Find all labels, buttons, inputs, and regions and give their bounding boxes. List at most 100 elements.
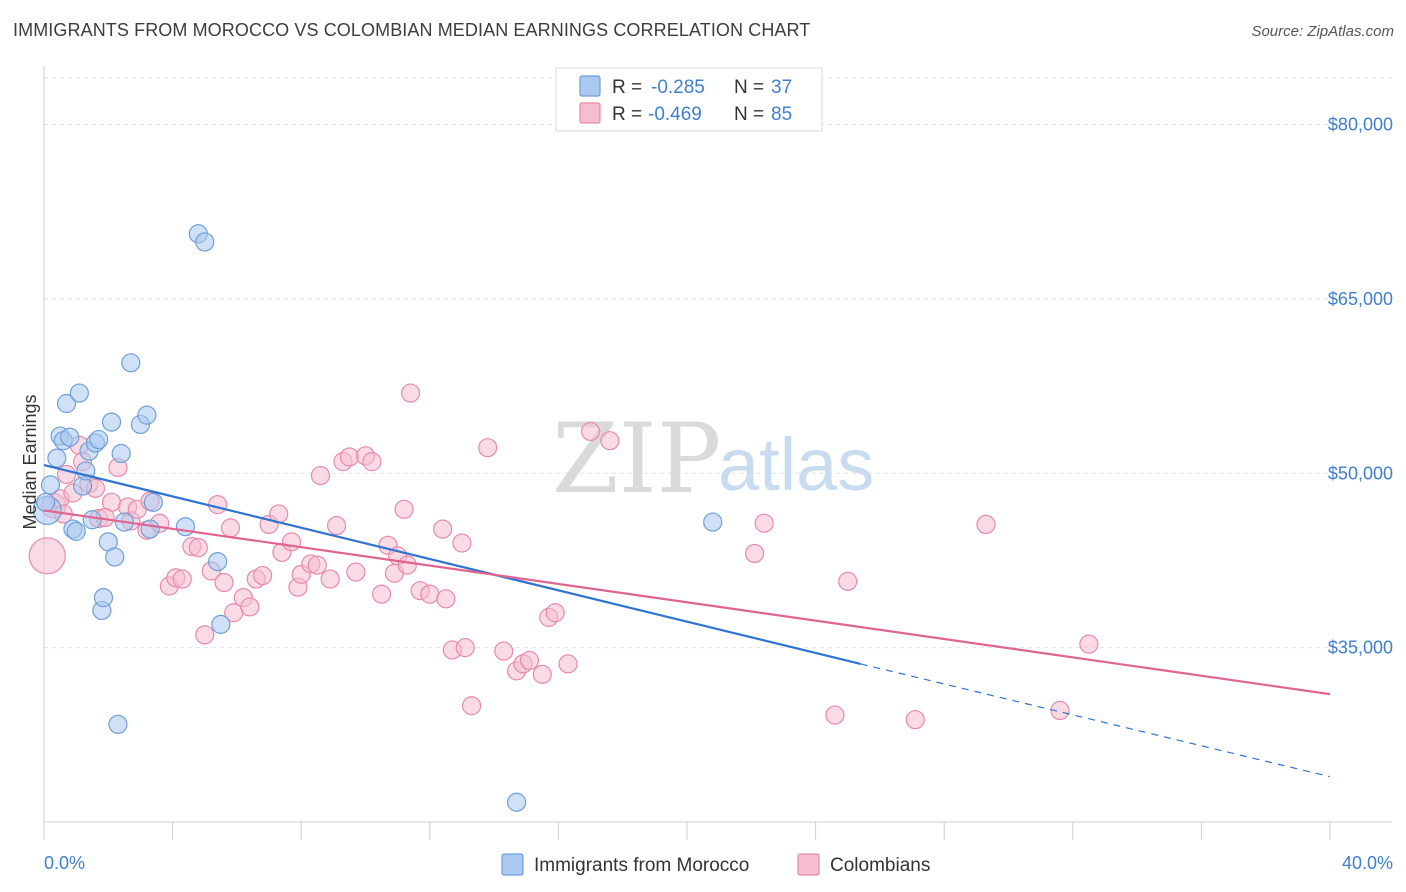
- morocco-point: [121, 353, 141, 373]
- legend-swatch-morocco: [579, 75, 601, 97]
- x-tick-label: 40.0%: [1342, 853, 1393, 873]
- morocco-point: [56, 393, 77, 414]
- colombians-point: [461, 696, 482, 716]
- morocco-point: [703, 512, 723, 532]
- colombians-point: [307, 555, 327, 575]
- legend-r-value-colombians: -0.469: [648, 104, 702, 125]
- morocco-point: [208, 551, 228, 572]
- morocco-point: [66, 521, 86, 541]
- morocco-point: [111, 443, 131, 464]
- morocco-point: [89, 429, 109, 450]
- colombians-point: [478, 438, 498, 458]
- colombians-point: [220, 518, 241, 538]
- colombians-point: [545, 603, 565, 623]
- legend-n-value-colombians: 85: [771, 104, 792, 125]
- legend-n-label-morocco: N =: [734, 77, 764, 98]
- legend-n-label-colombians: N =: [734, 104, 764, 125]
- morocco-point: [60, 427, 80, 447]
- legend-swatch-colombians: [579, 102, 601, 124]
- colombians-point: [28, 537, 66, 575]
- colombians-point: [519, 650, 540, 671]
- correlation-legend: R = -0.285 N = 37 R = -0.469 N = 85: [555, 67, 823, 132]
- colombians-point: [253, 565, 273, 586]
- colombians-point: [394, 499, 414, 519]
- axes: [43, 66, 1392, 840]
- legend-r-label-colombians: R =: [612, 104, 642, 125]
- colombians-point: [1079, 634, 1099, 654]
- morocco-point: [101, 412, 122, 432]
- morocco-point: [143, 492, 163, 512]
- colombians-point: [436, 589, 456, 609]
- colombians-point: [400, 383, 421, 403]
- series-legend: Immigrants from Morocco Colombians: [501, 853, 930, 876]
- colombians-point: [339, 447, 360, 467]
- colombians-point: [310, 465, 331, 486]
- bottom-legend-swatch-morocco: [501, 853, 524, 876]
- y-tick-label: $80,000: [1328, 115, 1393, 135]
- colombians-point: [208, 495, 228, 515]
- morocco-point: [108, 714, 128, 734]
- colombians-point: [172, 569, 192, 589]
- legend-r-value-morocco: -0.285: [651, 77, 705, 98]
- colombians-point: [362, 452, 382, 472]
- colombians-point: [494, 641, 514, 661]
- watermark-zip: ZIP: [552, 403, 721, 515]
- morocco-point: [140, 519, 160, 539]
- morocco-point: [82, 510, 102, 530]
- colombians-point: [452, 533, 472, 553]
- morocco-points: [32, 224, 723, 812]
- colombians-point: [397, 555, 417, 575]
- y-tick-label: $50,000: [1328, 463, 1393, 483]
- grid-lines: [44, 77, 1392, 649]
- colombians-point: [825, 705, 845, 725]
- colombians-point: [532, 664, 552, 684]
- y-axis-label: Median Earnings: [20, 394, 40, 529]
- colombians-point: [240, 597, 260, 617]
- colombians-points: [28, 383, 1099, 730]
- colombians-point: [976, 514, 996, 535]
- colombians-point: [580, 421, 601, 441]
- morocco-point: [93, 588, 114, 608]
- colombians-point: [346, 562, 366, 582]
- colombians-trend-line: [43, 509, 1331, 696]
- colombians-point: [600, 431, 620, 451]
- x-tick-label: 0.0%: [44, 853, 85, 873]
- morocco-point: [211, 614, 231, 634]
- colombians-point: [1050, 700, 1070, 721]
- y-tick-label: $65,000: [1328, 289, 1393, 309]
- bottom-legend-label-morocco: Immigrants from Morocco: [534, 855, 749, 876]
- colombians-point: [320, 569, 340, 589]
- watermark-atlas: atlas: [718, 423, 874, 506]
- bottom-legend-label-colombians: Colombians: [830, 855, 930, 876]
- colombians-point: [195, 625, 215, 645]
- colombians-point: [905, 710, 925, 730]
- legend-n-value-morocco: 37: [771, 77, 792, 98]
- morocco-point: [69, 383, 89, 403]
- colombians-point: [281, 532, 302, 552]
- colombians-point: [433, 519, 453, 539]
- legend-r-label-morocco: R =: [612, 77, 642, 98]
- tick-labels: $35,000 $50,000 $65,000 $80,000 0.0% 40.0%: [44, 115, 1393, 874]
- morocco-point: [105, 547, 125, 567]
- colombians-point: [455, 638, 475, 658]
- trend-lines: [43, 464, 1331, 778]
- watermark: ZIP atlas: [552, 403, 874, 515]
- colombians-point: [371, 584, 392, 604]
- morocco-point: [175, 517, 196, 537]
- bottom-legend-swatch-colombians: [797, 853, 820, 876]
- chart-title: IMMIGRANTS FROM MOROCCO VS COLOMBIAN MED…: [13, 20, 811, 40]
- colombians-point: [214, 572, 234, 593]
- morocco-point: [40, 475, 61, 495]
- colombians-point: [754, 513, 774, 533]
- colombians-point: [558, 654, 578, 674]
- source-label: Source: ZipAtlas.com: [1251, 23, 1394, 40]
- colombians-point: [420, 584, 440, 604]
- colombians-point: [744, 543, 765, 564]
- morocco-point: [137, 405, 157, 425]
- morocco-point: [507, 792, 527, 812]
- morocco-trend-extension: [860, 663, 1331, 778]
- morocco-point: [47, 448, 67, 468]
- y-tick-label: $35,000: [1328, 638, 1393, 658]
- colombians-point: [838, 571, 858, 591]
